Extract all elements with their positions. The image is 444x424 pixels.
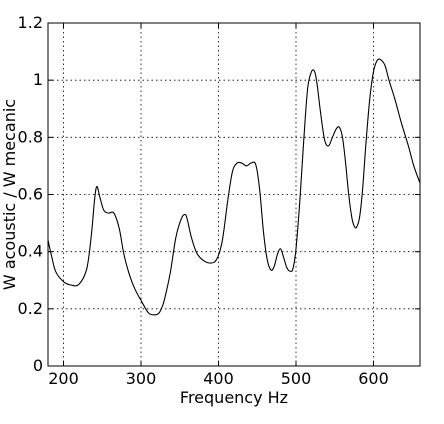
y-tick-label: 0 — [33, 356, 43, 375]
series-layer — [47, 58, 421, 316]
series-line — [47, 58, 421, 316]
x-axis-label: Frequency Hz — [180, 388, 288, 407]
grid-lines — [48, 22, 420, 367]
x-tick-label: 200 — [48, 369, 79, 388]
y-tick-label: 0.8 — [18, 127, 43, 146]
y-tick-label: 0.6 — [18, 185, 43, 204]
ticks: 200 300 400 500 600 0 0.2 0.4 0.6 0.8 1 1.2 — [18, 13, 420, 388]
x-tick-label: 400 — [203, 369, 234, 388]
y-tick-label: 1.2 — [18, 13, 43, 32]
x-tick-label: 600 — [358, 369, 389, 388]
y-tick-label: 0.4 — [18, 242, 43, 261]
x-tick-label: 300 — [126, 369, 157, 388]
y-tick-label: 1 — [33, 70, 43, 89]
y-tick-label: 0.2 — [18, 299, 43, 318]
y-axis-label: W acoustic / W mecanic — [0, 99, 19, 290]
x-tick-label: 500 — [281, 369, 312, 388]
